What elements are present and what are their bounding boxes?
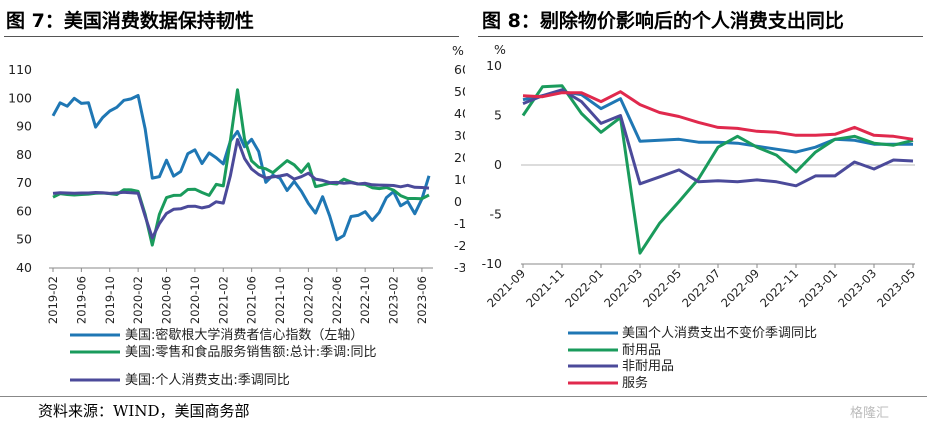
legend-label-3: 非耐用品 bbox=[622, 359, 674, 374]
x-tick-label: 2022-02 bbox=[301, 276, 315, 324]
x-tick-label: 2023-01 bbox=[796, 266, 840, 310]
right-y-tick-label: -10 bbox=[454, 216, 465, 231]
right-y-unit-label: % bbox=[452, 43, 464, 58]
x-tick-label: 2023-05 bbox=[874, 266, 918, 310]
right-y-tick-label: 30 bbox=[454, 128, 465, 143]
x-tick-label: 2023-03 bbox=[835, 266, 879, 310]
x-tick-label: 2022-05 bbox=[640, 266, 684, 310]
x-tick-label: 2022-09 bbox=[718, 266, 762, 310]
right-y-tick-label: -30 bbox=[454, 260, 465, 275]
left-chart-title: 图 7：美国消费数据保持韧性 bbox=[6, 10, 254, 32]
y-unit-label: % bbox=[494, 42, 506, 57]
left-y-tick-label: 110 bbox=[8, 62, 32, 77]
series-line-1 bbox=[51, 94, 431, 242]
x-tick-label: 2021-09 bbox=[484, 266, 528, 310]
legend-label-2: 美国:零售和食品服务销售额:总计:季调:同比 bbox=[125, 344, 377, 360]
footer-divider bbox=[0, 396, 927, 397]
real-pce-yoy-chart: -10-50510%2021-092021-112022-012022-0320… bbox=[482, 42, 919, 391]
right-y-tick-label: 50 bbox=[454, 84, 465, 99]
legend-label-1: 美国个人消费支出不变价季调同比 bbox=[622, 325, 817, 341]
x-tick-label: 2020-06 bbox=[160, 276, 174, 324]
x-tick-label: 2019-10 bbox=[103, 276, 117, 324]
series-line-1 bbox=[522, 90, 913, 154]
source-note: 资料来源：WIND，美国商务部 bbox=[38, 402, 250, 420]
left-y-tick-label: 100 bbox=[8, 90, 32, 105]
x-tick-label: 2022-11 bbox=[757, 266, 801, 310]
x-tick-label: 2020-10 bbox=[188, 276, 202, 324]
y-tick-label: 5 bbox=[494, 108, 502, 123]
consumer-resilience-chart: 40 50 60 70 80 90 100 110 -30 -20 -10 0 10 20 30 40 50 60… bbox=[8, 43, 465, 388]
x-tick-label: 2022-07 bbox=[679, 266, 723, 310]
series-line-2 bbox=[521, 84, 914, 255]
right-title-rule bbox=[478, 36, 923, 37]
y-tick-label: -10 bbox=[482, 256, 502, 271]
left-y-tick-label: 60 bbox=[16, 203, 32, 218]
x-tick-label: 2023-06 bbox=[415, 276, 429, 324]
x-tick-label: 2022-03 bbox=[601, 266, 645, 310]
series-line-3 bbox=[522, 88, 914, 188]
left-y-tick-label: 90 bbox=[16, 119, 32, 134]
right-y-tick-label: 60 bbox=[454, 62, 465, 77]
legend-label-2: 耐用品 bbox=[622, 343, 661, 358]
right-y-tick-label: 20 bbox=[454, 150, 465, 165]
x-tick-label: 2022-06 bbox=[330, 276, 344, 324]
y-tick-label: -5 bbox=[490, 207, 502, 222]
left-title-rule bbox=[4, 36, 459, 37]
right-y-tick-label: 0 bbox=[454, 194, 462, 209]
x-tick-label: 2023-02 bbox=[387, 276, 401, 324]
left-y-tick-label: 80 bbox=[16, 147, 32, 162]
x-tick-label: 2021-06 bbox=[245, 276, 259, 324]
left-y-tick-label: 50 bbox=[16, 232, 32, 247]
x-tick-label: 2021-02 bbox=[216, 276, 230, 324]
x-tick-label: 2019-02 bbox=[46, 276, 60, 324]
left-y-tick-label: 70 bbox=[16, 175, 32, 190]
x-tick-label: 2021-11 bbox=[523, 266, 567, 310]
right-y-tick-label: 10 bbox=[454, 172, 465, 187]
x-tick-label: 2019-06 bbox=[74, 276, 88, 324]
legend-label-4: 服务 bbox=[622, 375, 648, 391]
left-y-tick-label: 40 bbox=[16, 260, 32, 275]
x-tick-label: 2022-01 bbox=[562, 266, 606, 310]
x-tick-label: 2021-10 bbox=[273, 276, 287, 324]
y-tick-label: 10 bbox=[486, 58, 502, 73]
legend-label-3: 美国:个人消费支出:季调同比 bbox=[125, 373, 290, 388]
watermark-logo: 格隆汇 bbox=[850, 406, 890, 421]
y-tick-label: 0 bbox=[494, 157, 502, 172]
legend-label-1: 美国:密歇根大学消费者信心指数（左轴） bbox=[125, 327, 363, 343]
right-y-tick-label: -20 bbox=[454, 238, 465, 253]
right-y-tick-label: 40 bbox=[454, 106, 465, 121]
x-tick-label: 2022-10 bbox=[358, 276, 372, 324]
x-tick-label: 2020-02 bbox=[131, 276, 145, 324]
series-line-3 bbox=[52, 138, 430, 240]
series-line-4 bbox=[522, 90, 914, 141]
right-chart-title: 图 8：剔除物价影响后的个人消费支出同比 bbox=[482, 10, 844, 32]
